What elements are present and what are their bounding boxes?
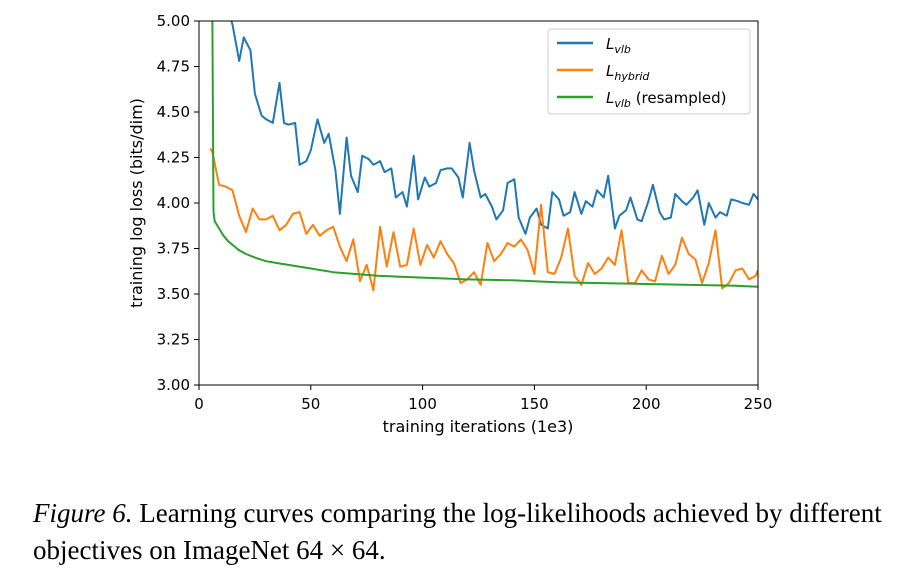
x-axis-title: training iterations (1e3): [383, 417, 574, 436]
legend-label-lvlb-main: L: [606, 35, 614, 53]
svg-text:Lvlb (resampled): Lvlb (resampled): [606, 89, 727, 110]
legend-label-resampled-sub: vlb: [614, 97, 631, 110]
y-tick-label: 3.50: [157, 285, 190, 303]
series-line-lvlb-resampled: [211, 21, 758, 288]
y-tick-label: 3.25: [157, 331, 190, 349]
series-line-lvlb: [230, 21, 758, 235]
y-tick-label: 5.00: [157, 12, 190, 30]
x-tick-label: 50: [301, 395, 320, 413]
svg-text:Lvlb: Lvlb: [606, 35, 631, 56]
y-tick-label: 3.75: [157, 240, 190, 258]
caption-label: Figure 6.: [33, 498, 133, 528]
legend-entry-lvlb-resampled: Lvlb (resampled): [557, 89, 727, 110]
legend-box: [547, 28, 751, 115]
y-axis: 3.00 3.25 3.50 3.75 4.00 4.25 4.50 4.75 5.00: [157, 12, 199, 394]
legend-entry-lhybrid: Lhybrid: [557, 62, 650, 83]
legend-label-lvlb-sub: vlb: [614, 43, 631, 56]
plot-area: [209, 21, 758, 292]
y-tick-label: 3.00: [157, 376, 190, 394]
x-tick-label: 250: [744, 395, 773, 413]
x-axis: 0 50 100 150 200 250: [194, 385, 772, 413]
legend: Lvlb Lhybrid Lvlb (resampled): [547, 28, 751, 115]
x-tick-label: 200: [632, 395, 661, 413]
y-tick-label: 4.25: [157, 149, 190, 167]
x-tick-label: 100: [408, 395, 437, 413]
x-tick-label: 0: [194, 395, 204, 413]
caption-text: Learning curves comparing the log-likeli…: [33, 498, 882, 565]
legend-entry-lvlb: Lvlb: [557, 35, 631, 56]
y-tick-label: 4.00: [157, 194, 190, 212]
figure-caption: Figure 6. Learning curves comparing the …: [33, 495, 883, 569]
y-tick-label: 4.50: [157, 103, 190, 121]
x-tick-label: 150: [520, 395, 549, 413]
legend-label-resampled-suffix: (resampled): [631, 89, 727, 107]
y-axis-title: training log loss (bits/dim): [127, 98, 146, 308]
legend-label-resampled-main: L: [606, 89, 614, 107]
y-tick-label: 4.75: [157, 58, 190, 76]
legend-label-lhybrid-main: L: [606, 62, 614, 80]
series-line-lhybrid: [209, 147, 758, 292]
legend-label-lhybrid-sub: hybrid: [614, 70, 650, 83]
svg-text:Lhybrid: Lhybrid: [606, 62, 650, 83]
